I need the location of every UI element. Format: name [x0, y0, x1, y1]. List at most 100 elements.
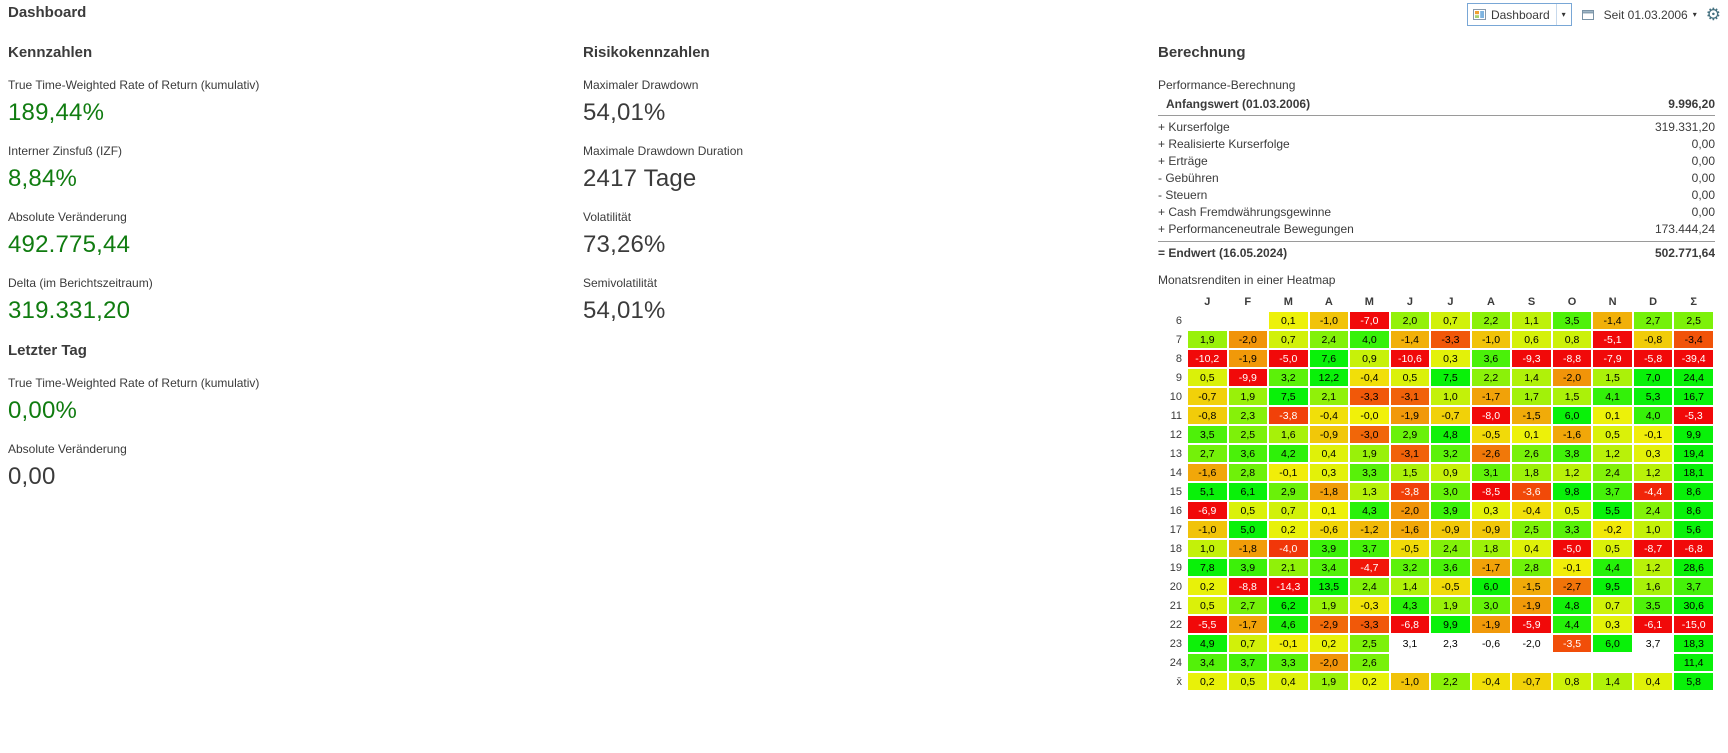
heatmap-cell: 0,7 [1269, 331, 1308, 348]
heatmap-cell: 1,5 [1552, 388, 1592, 405]
calc-row: Anfangswert (01.03.2006) 9.996,20 [1158, 96, 1715, 116]
chevron-down-icon: ▾ [1555, 4, 1571, 25]
heatmap-cell: 2,6 [1512, 445, 1551, 462]
heatmap-row-label: 14 [1169, 466, 1182, 479]
heatmap-column-header: J [1447, 295, 1454, 308]
heatmap-cell: 6,0 [1471, 578, 1511, 595]
heatmap-cell: 0,5 [1228, 673, 1268, 690]
heatmap-cell: 7,5 [1269, 388, 1308, 405]
heatmap-cell: 3,1 [1471, 464, 1511, 481]
kpi-label: Maximale Drawdown Duration [583, 144, 744, 158]
heatmap-cell: 1,9 [1431, 597, 1470, 614]
heatmap-cell: 5,5 [1593, 502, 1632, 519]
heatmap-cell: -2,0 [1228, 331, 1268, 348]
heatmap-cell: 0,3 [1309, 464, 1349, 481]
heatmap-cell: -1,6 [1188, 464, 1227, 481]
heatmap-cell: 4,0 [1350, 331, 1389, 348]
heatmap-cell: 0,1 [1309, 502, 1349, 519]
gear-icon[interactable]: ⚙ [1705, 5, 1721, 24]
heatmap-row: 20 0,2 -8,8 -14,3 13,5 2,4 1,4 -0,5 6,0 -1,5 -2,7 9… [1160, 578, 1713, 595]
period-label: Seit 01.03.2006 [1603, 7, 1688, 22]
heatmap-cell: 2,4 [1350, 578, 1389, 595]
calc-row-label: - Steuern [1158, 188, 1208, 202]
heatmap-cell: 1,8 [1471, 540, 1511, 557]
heatmap-row-label: 10 [1169, 390, 1182, 403]
kpi-item: True Time-Weighted Rate of Return (kumul… [8, 376, 583, 425]
heatmap-cell: 3,6 [1431, 559, 1470, 576]
heatmap-cell: 6,0 [1593, 635, 1632, 652]
kpi-label: Absolute Veränderung [8, 210, 127, 224]
heatmap-cell: 3,0 [1471, 597, 1511, 614]
period-selector[interactable]: Seit 01.03.2006 ▾ [1604, 8, 1697, 22]
heatmap-cell: 1,7 [1512, 388, 1551, 405]
heatmap-row-label: 16 [1169, 504, 1182, 517]
heatmap-cell: 0,7 [1228, 635, 1268, 652]
heatmap-cell: -0,2 [1593, 521, 1632, 538]
letzter-tag-list: True Time-Weighted Rate of Return (kumul… [8, 376, 583, 491]
kpi-item: Absolute Veränderung 0,00 [8, 442, 583, 491]
new-window-icon[interactable] [1581, 8, 1595, 22]
heatmap-row: 11 -0,8 2,3 -3,8 -0,4 -0,0 -1,9 -0,7 -8,0 -1,5 6,0… [1160, 407, 1713, 424]
heatmap-row-label: 8 [1175, 352, 1182, 365]
heatmap-cell [1634, 654, 1673, 671]
heatmap-row-label: 23 [1169, 637, 1182, 650]
heatmap-cell: -1,0 [1390, 673, 1430, 690]
kpi-value: 0,00% [8, 397, 78, 424]
heatmap-cell: 0,2 [1269, 521, 1308, 538]
heatmap-cell: -2,7 [1552, 578, 1592, 595]
heatmap-cell: -3,1 [1390, 445, 1430, 462]
heatmap-row: 18 1,0 -1,8 -4,0 3,9 3,7 -0,5 2,4 1,8 0,4 -5,0 0,5-… [1160, 540, 1713, 557]
heatmap-cell: -6,8 [1674, 540, 1713, 557]
calc-row-value: 173.444,24 [1654, 222, 1715, 236]
heatmap-cell: 2,0 [1390, 312, 1430, 329]
heatmap-row: 19 7,8 3,9 2,1 3,4 -4,7 3,2 3,6 -1,7 2,8 -0,1 4,4 1,… [1160, 559, 1713, 576]
calc-row: - Steuern 0,00 [1158, 187, 1715, 204]
heatmap-cell: 3,5 [1552, 312, 1592, 329]
dashboard-selector[interactable]: Dashboard ▾ [1466, 3, 1572, 26]
heatmap-cell: 0,5 [1188, 369, 1227, 386]
heatmap-cell: -2,0 [1390, 502, 1430, 519]
heatmap-cell: 3,4 [1188, 654, 1227, 671]
heatmap-cell: -0,9 [1471, 521, 1511, 538]
heatmap-cell: -1,7 [1471, 559, 1511, 576]
heatmap-cell: 4,1 [1593, 388, 1632, 405]
heatmap-cell: 3,7 [1645, 637, 1661, 650]
heatmap-cell: 7,5 [1431, 369, 1470, 386]
heatmap-cell: 3,9 [1431, 502, 1470, 519]
heatmap-cell: 4,8 [1431, 426, 1470, 443]
heatmap-cell: 0,5 [1593, 540, 1632, 557]
heatmap-cell: -39,4 [1674, 350, 1713, 367]
page-title: Dashboard [8, 4, 87, 21]
heatmap-cell: -5,3 [1674, 407, 1713, 424]
heatmap-cell: 4,0 [1633, 407, 1673, 424]
heatmap-cell: 28,6 [1674, 559, 1713, 576]
risikokennzahlen-column: Risikokennzahlen Maximaler Drawdown 54,01… [583, 44, 1158, 692]
heatmap-cell: -0,7 [1188, 388, 1227, 405]
heatmap-cell: -0,7 [1512, 673, 1551, 690]
heatmap-column-header: S [1527, 295, 1536, 308]
heatmap-cell: 4,9 [1188, 635, 1227, 652]
heatmap-cell: 3,5 [1188, 426, 1227, 443]
heatmap-cell: 3,8 [1552, 445, 1592, 462]
heatmap-cell: -0,1 [1633, 426, 1673, 443]
heatmap-cell: 3,9 [1228, 559, 1268, 576]
heatmap-cell [1391, 654, 1430, 671]
heatmap-cell: 2,1 [1309, 388, 1349, 405]
heatmap-row-label: 9 [1175, 371, 1182, 384]
heatmap-cell: -4,7 [1350, 559, 1389, 576]
heatmap-cell: 16,7 [1674, 388, 1713, 405]
heatmap-cell: 3,6 [1228, 445, 1268, 462]
heatmap-cell: 1,5 [1593, 369, 1632, 386]
heatmap-cell: -14,3 [1269, 578, 1308, 595]
heatmap-cell: -5,1 [1593, 331, 1632, 348]
heatmap-cell: 8,6 [1674, 502, 1713, 519]
heatmap-row: x̄ 0,2 0,5 0,4 1,9 0,2 -1,0 2,2 -0,4 -0,7 0,8 1,4 0,… [1160, 673, 1713, 690]
heatmap-cell: 1,2 [1552, 464, 1592, 481]
heatmap-cell: -6,9 [1188, 502, 1227, 519]
heatmap-cell: 5,1 [1188, 483, 1227, 500]
heatmap-cell: -2,0 [1552, 369, 1592, 386]
heatmap-cell: -9,9 [1228, 369, 1268, 386]
heatmap-cell: -2,0 [1309, 654, 1349, 671]
heatmap-cell: -3,3 [1431, 331, 1470, 348]
heatmap-cell: 3,0 [1431, 483, 1470, 500]
